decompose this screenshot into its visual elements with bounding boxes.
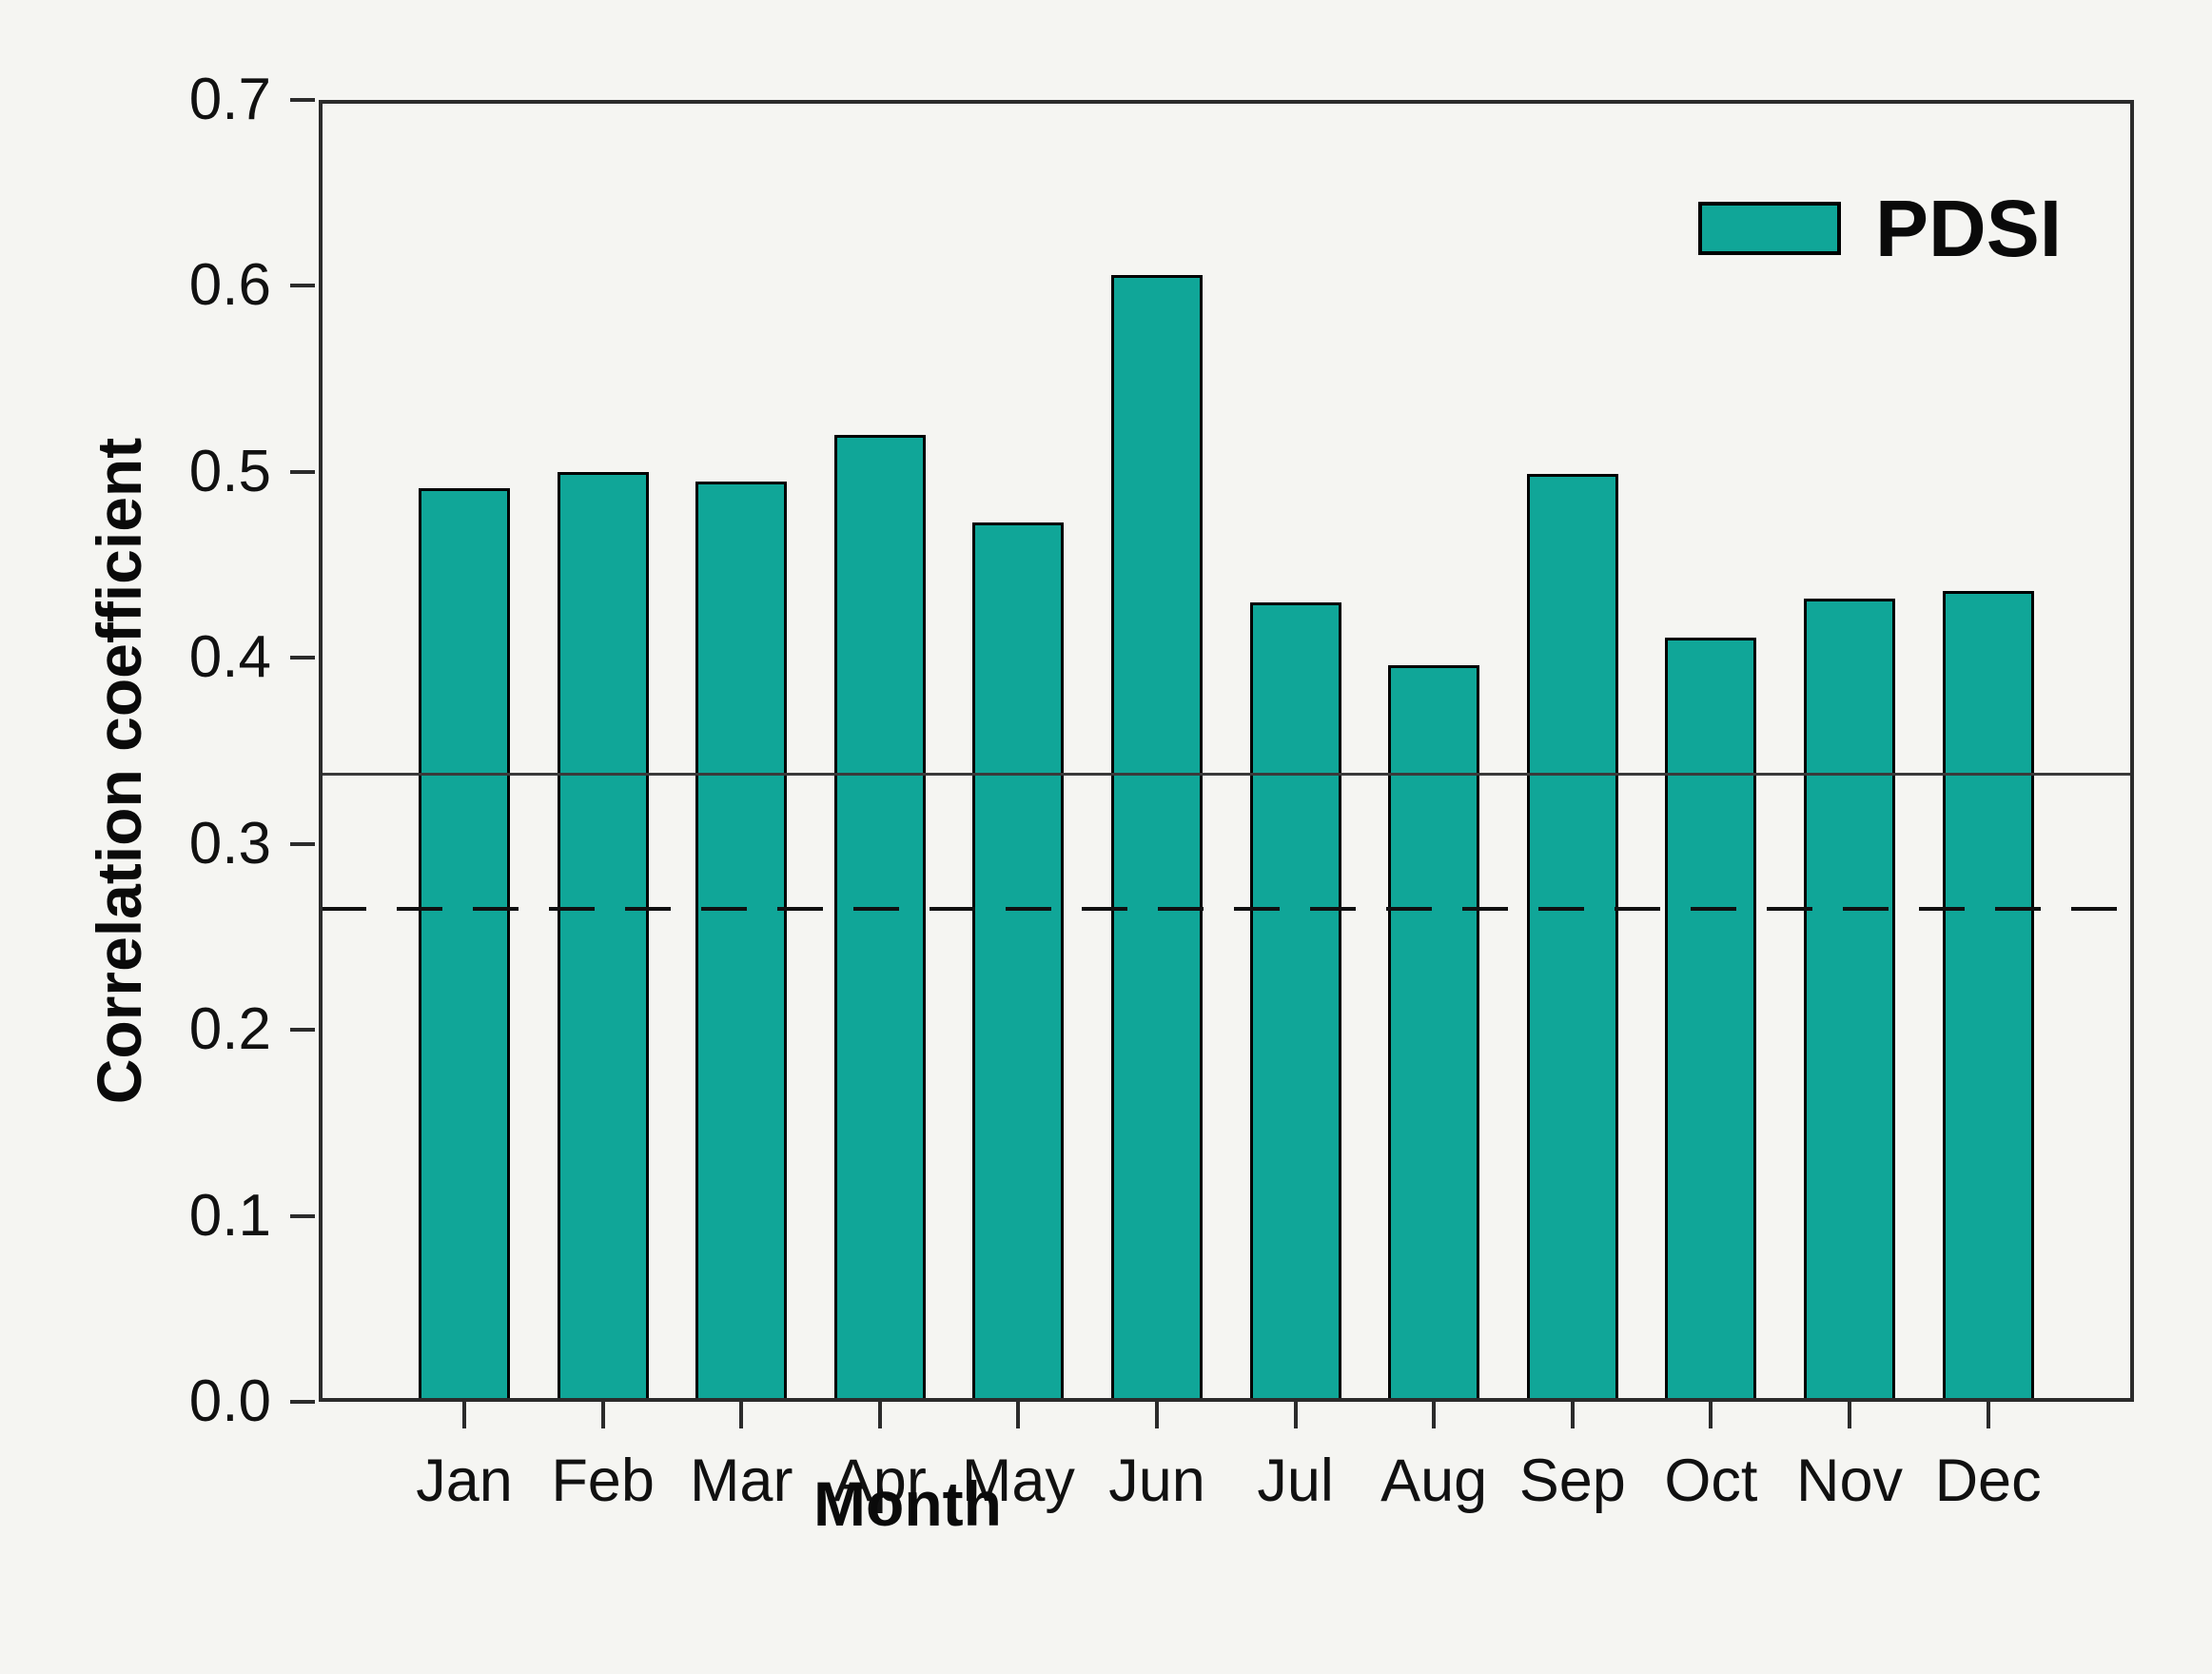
significance-line-solid	[321, 773, 2132, 777]
x-tick	[1293, 1402, 1298, 1428]
y-tick	[290, 1213, 315, 1218]
y-tick	[290, 656, 315, 660]
x-tick	[1016, 1402, 1021, 1428]
bar-jul	[1249, 601, 1341, 1402]
y-tick-label: 0.1	[188, 1182, 271, 1249]
x-tick-label: Nov	[1795, 1448, 1904, 1514]
y-tick-label: 0.4	[188, 624, 271, 691]
y-tick-label: 0.3	[188, 810, 271, 876]
y-tick-label: 0.6	[188, 252, 271, 319]
bar-jun	[1111, 274, 1203, 1402]
x-tick-label: Jul	[1257, 1448, 1334, 1514]
x-axis-title: Month	[813, 1468, 1002, 1539]
y-tick	[290, 469, 315, 474]
x-tick-label: Mar	[689, 1448, 793, 1514]
bar-dec	[1942, 590, 2034, 1402]
x-tick-label: Aug	[1380, 1448, 1488, 1514]
x-tick-label: Oct	[1664, 1448, 1758, 1514]
x-tick	[1848, 1402, 1851, 1428]
x-tick-label: Apr	[832, 1448, 927, 1514]
bar-oct	[1665, 637, 1757, 1402]
x-tick	[1155, 1402, 1159, 1428]
bar-sep	[1526, 473, 1618, 1402]
y-tick	[290, 841, 315, 846]
y-tick-label: 0.0	[188, 1369, 271, 1434]
x-tick	[739, 1402, 744, 1428]
plot-area: PDSI 0.0 0.1 0.2 0.3 0.4 0.5 0.6 0.7 Jan Feb Mar Ap…	[189, 67, 2134, 1514]
bar-apr	[833, 434, 926, 1402]
bar-feb	[557, 471, 649, 1402]
bar-may	[972, 522, 1065, 1402]
y-tick	[290, 98, 315, 102]
y-tick-label: 0.2	[188, 996, 271, 1063]
y-tick	[290, 1028, 315, 1033]
x-tick	[1432, 1402, 1437, 1428]
bar-nov	[1804, 598, 1895, 1402]
x-tick	[1570, 1402, 1575, 1428]
y-axis-title: Correlation coefficient	[84, 437, 154, 1105]
legend-swatch	[1698, 202, 1841, 255]
y-tick	[290, 284, 315, 288]
y-tick	[290, 1400, 315, 1404]
y-tick-label: 0.5	[188, 438, 271, 504]
legend-label: PDSI	[1875, 184, 2063, 273]
legend: PDSI	[1698, 186, 2062, 271]
y-tick-label: 0.7	[188, 67, 271, 132]
x-tick	[600, 1402, 605, 1428]
bar-aug	[1388, 665, 1480, 1402]
x-tick	[1986, 1402, 1990, 1428]
x-tick	[1709, 1402, 1713, 1428]
bar-mar	[695, 481, 788, 1402]
bar-jan	[419, 488, 510, 1402]
x-tick-label: Sep	[1518, 1448, 1626, 1514]
x-tick-label: May	[961, 1448, 1075, 1514]
x-tick	[877, 1402, 882, 1428]
x-tick-label: Dec	[1934, 1448, 2042, 1514]
x-tick-label: Jun	[1108, 1448, 1205, 1514]
x-tick-label: Jan	[416, 1448, 513, 1514]
x-tick	[462, 1402, 466, 1428]
x-tick-label: Feb	[551, 1448, 655, 1514]
significance-line-dashed	[321, 907, 2132, 912]
